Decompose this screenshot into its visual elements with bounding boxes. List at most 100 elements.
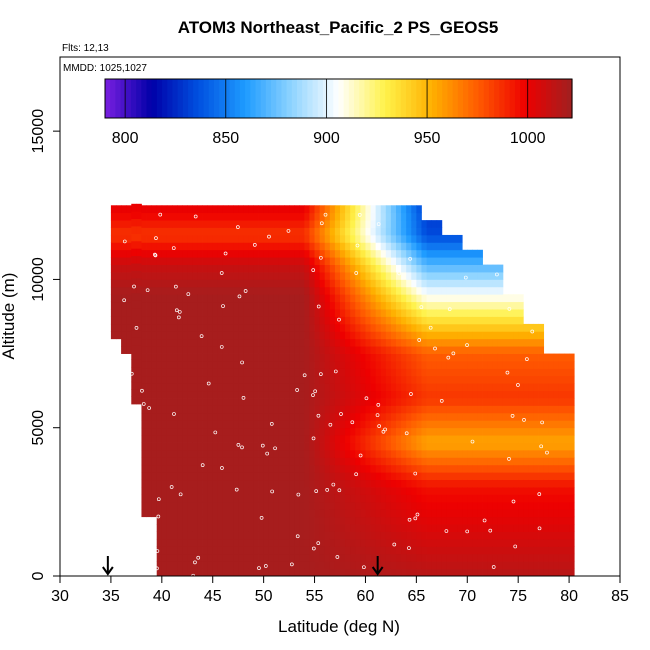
track-point <box>444 529 449 533</box>
track-point <box>513 544 518 549</box>
colorbar-swatch <box>182 79 189 118</box>
colorbar-swatch <box>369 79 376 118</box>
track-point <box>354 271 359 275</box>
colorbar-swatch <box>390 79 397 118</box>
track-point <box>316 541 321 545</box>
track-point <box>376 222 381 226</box>
colorbar-swatch <box>307 79 314 118</box>
colorbar-tick-label: 850 <box>212 130 239 147</box>
track-point <box>234 487 239 492</box>
colorbar-swatch <box>380 79 386 118</box>
track-point <box>314 489 319 494</box>
track-point <box>252 243 257 247</box>
x-axis: 30 35 40 45 50 55 60 65 70 75 80 85 <box>51 576 629 605</box>
colorbar-swatch <box>156 79 163 118</box>
plot-frame <box>59 56 621 577</box>
colorbar-swatch <box>239 79 246 118</box>
colorbar-swatch <box>359 79 366 118</box>
track-point <box>331 482 336 487</box>
track-point <box>377 424 381 428</box>
colorbar-swatch <box>400 79 407 118</box>
colorbar-swatch <box>385 79 391 118</box>
track-point <box>171 246 176 250</box>
track-point <box>158 212 163 217</box>
colorbar-swatch <box>411 79 417 118</box>
track-point <box>313 389 317 394</box>
track-point <box>295 534 300 539</box>
track-point <box>465 529 470 534</box>
track-point <box>354 472 358 477</box>
colorbar-swatch <box>167 79 174 118</box>
colorbar-swatch <box>265 79 272 118</box>
flight-location-arrows <box>102 556 384 576</box>
track-point <box>408 256 413 261</box>
heatmap-layer <box>110 203 575 577</box>
track-point <box>311 546 316 551</box>
track-point <box>439 399 444 403</box>
track-point <box>236 443 241 447</box>
colorbar-swatch <box>255 79 262 118</box>
colorbar-tick-label: 950 <box>414 130 441 147</box>
colorbar-swatch <box>338 79 345 118</box>
track-point <box>451 351 456 356</box>
x-tick-label: 55 <box>306 588 324 605</box>
x-tick-label: 75 <box>509 588 527 605</box>
track-point <box>316 413 321 418</box>
track-point <box>362 565 366 570</box>
colorbar-swatch <box>364 79 371 118</box>
track-point <box>407 546 411 550</box>
colorbar-swatch <box>348 79 355 118</box>
colorbar-swatch <box>416 79 423 118</box>
x-tick-label: 85 <box>611 588 629 605</box>
track-point <box>537 526 542 531</box>
colorbar-swatch <box>276 79 283 118</box>
track-point <box>488 528 493 533</box>
colorbar-swatch <box>328 79 334 118</box>
track-point <box>155 566 159 571</box>
colorbar-tick-label: 800 <box>112 130 139 147</box>
track-point <box>221 304 225 308</box>
track-point <box>174 284 178 289</box>
flights-label: Flts: 12,13 <box>62 43 109 54</box>
track-point <box>318 255 323 260</box>
track-point <box>141 402 146 406</box>
track-point <box>409 392 413 396</box>
colorbar-swatch <box>198 79 205 118</box>
colorbar-swatch <box>546 79 552 118</box>
x-tick-label: 80 <box>560 588 578 605</box>
track-point <box>296 492 301 497</box>
track-point <box>530 329 535 334</box>
track-point <box>290 562 294 567</box>
colorbar-swatch <box>125 79 132 118</box>
track-point <box>522 418 526 422</box>
track-point <box>505 370 510 375</box>
colorbar-swatch <box>426 79 433 118</box>
colorbar-swatch <box>219 79 225 118</box>
track-point <box>333 369 338 374</box>
x-tick-label: 65 <box>407 588 425 605</box>
track-point <box>339 412 343 416</box>
colorbar-swatch <box>499 79 506 118</box>
track-point <box>140 388 144 393</box>
track-point <box>200 463 205 467</box>
colorbar-swatch <box>141 79 148 118</box>
track-point <box>507 457 511 461</box>
track-point <box>155 549 160 553</box>
colorbar-swatch <box>177 79 184 118</box>
track-point <box>355 243 360 248</box>
track-point <box>129 371 134 376</box>
y-tick-label: 0 <box>30 571 47 580</box>
track-point <box>507 307 512 311</box>
colorbar: 800 850 900 950 1000 <box>104 78 573 147</box>
track-point <box>540 420 544 425</box>
track-point <box>525 357 529 361</box>
colorbar-swatch <box>286 79 293 118</box>
colorbar-swatch <box>566 79 573 118</box>
track-point <box>267 234 271 239</box>
colorbar-swatch <box>343 79 350 118</box>
track-point <box>169 485 174 489</box>
colorbar-swatch <box>208 79 215 118</box>
colorbar-swatch <box>452 79 459 118</box>
x-tick-label: 35 <box>102 588 120 605</box>
colorbar-swatch <box>115 79 122 118</box>
